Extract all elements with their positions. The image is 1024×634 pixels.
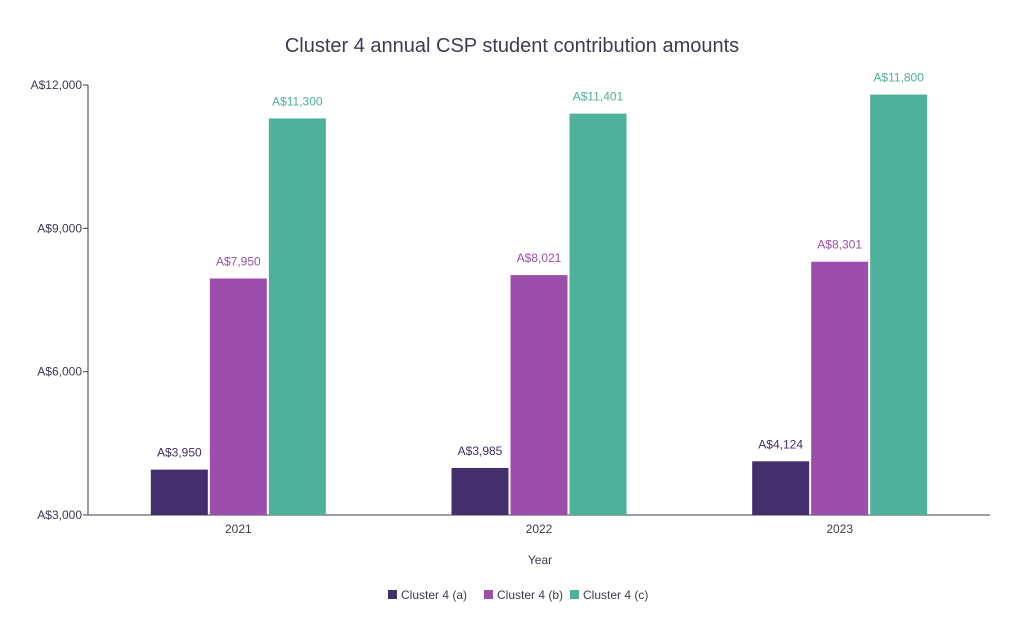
legend-label: Cluster 4 (a) [401,588,467,602]
bar [870,94,928,516]
x-axis-title: Year [528,553,552,567]
bar [569,113,627,515]
bars-group [150,94,928,516]
legend-swatch [570,590,579,599]
data-label: A$11,800 [873,71,924,85]
bar [510,275,568,515]
legend-item: Cluster 4 (b) [484,588,563,602]
data-label: A$7,950 [216,255,261,269]
y-tick-label: A$9,000 [37,221,82,235]
y-tick-label: A$12,000 [31,78,83,92]
data-labels-group: A$3,950 A$7,950 A$11,300 A$3,985 A$8,021 A$11… [157,71,924,460]
x-axis: 2021 2022 2023 [88,514,990,536]
y-axis: A$3,000 A$6,000 A$9,000 A$12,000 [31,78,89,522]
legend-swatch [388,590,397,599]
y-tick-label: A$3,000 [37,508,82,522]
x-tick-label: 2022 [526,522,553,536]
bar [150,469,208,515]
y-tick-label: A$6,000 [37,365,82,379]
bar [752,461,810,515]
bar [451,467,509,515]
x-tick-label: 2021 [225,522,252,536]
legend-label: Cluster 4 (c) [583,588,648,602]
data-label: A$8,021 [517,251,562,265]
bar [268,118,326,515]
legend-item: Cluster 4 (a) [388,588,467,602]
bar [811,261,869,515]
data-label: A$4,124 [758,437,803,451]
data-label: A$3,985 [458,444,503,458]
data-label: A$3,950 [157,446,202,460]
data-label: A$11,300 [272,94,323,108]
bar [209,278,267,515]
chart-title: Cluster 4 annual CSP student contributio… [285,35,739,57]
legend-item: Cluster 4 (c) [570,588,648,602]
data-label: A$11,401 [573,90,624,104]
legend-swatch [484,590,493,599]
legend-label: Cluster 4 (b) [497,588,563,602]
data-label: A$8,301 [817,238,862,252]
x-tick-label: 2023 [826,522,853,536]
legend: Cluster 4 (a) Cluster 4 (b) Cluster 4 (c) [388,588,648,602]
